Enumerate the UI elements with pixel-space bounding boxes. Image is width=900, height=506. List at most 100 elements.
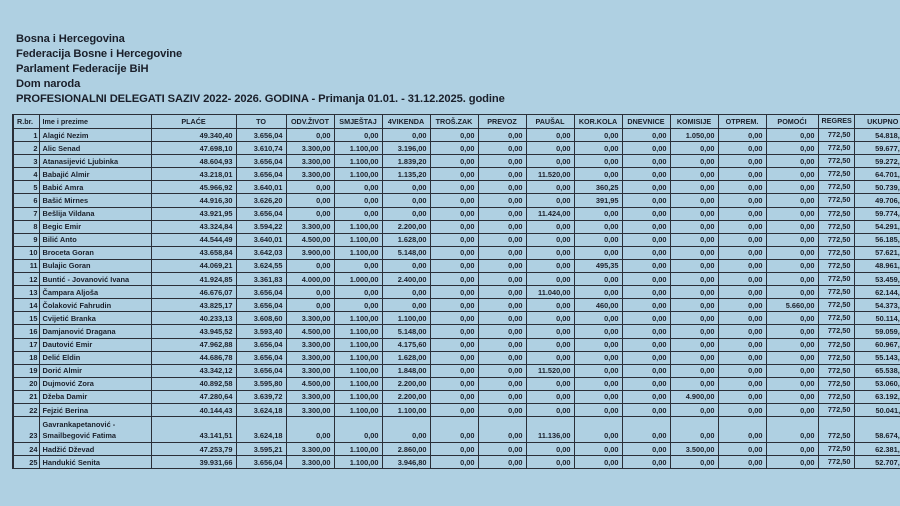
column-header-dnevnice: DNEVNICE xyxy=(621,114,671,129)
column-header-to: TO xyxy=(235,114,287,129)
cell-pomoci: 0,00 xyxy=(765,363,819,378)
cell-tros-zak: 0,00 xyxy=(429,258,479,274)
cell-dnevnice: 0,00 xyxy=(621,324,671,339)
cell-pausal: 0,00 xyxy=(525,219,575,234)
cell-smjestaj: 0,00 xyxy=(333,258,383,274)
cell-place: 41.924,85 xyxy=(150,272,237,287)
cell-place: 43.141,51 xyxy=(150,416,237,444)
cell-4vikenda: 2.860,00 xyxy=(381,442,431,457)
cell-ukupno: 54.373,71 xyxy=(853,298,900,313)
cell-tros-zak: 0,00 xyxy=(429,219,479,234)
cell-regres: 772,50 xyxy=(817,442,855,457)
cell-pomoci: 0,00 xyxy=(765,258,819,274)
cell-tros-zak: 0,00 xyxy=(429,337,479,352)
cell-rbr: 8 xyxy=(12,219,40,234)
cell-otprem: 0,00 xyxy=(717,193,767,208)
cell-place: 45.966,92 xyxy=(150,180,237,195)
cell-regres: 772,50 xyxy=(817,389,855,404)
salary-table-container: R.br. Ime i prezime PLAĆE TO ODV.ŽIVOT SMJEŠT… xyxy=(12,114,900,470)
cell-otprem: 0,00 xyxy=(717,389,767,404)
cell-odv-zivot: 3.900,00 xyxy=(285,245,335,260)
cell-regres: 772,50 xyxy=(817,402,855,418)
cell-name: Bešlija Vildana xyxy=(38,206,152,221)
table-row: 12 Buntić - Jovanović Ivana 41.924,85 3.361… xyxy=(12,272,900,287)
cell-tros-zak: 0,00 xyxy=(429,455,479,470)
cell-pomoci: 0,00 xyxy=(765,154,819,169)
cell-4vikenda: 1.135,20 xyxy=(381,167,431,182)
table-row: 17 Dautović Emir 47.962,88 3.656,04 3.300,00… xyxy=(12,337,900,352)
cell-regres: 772,50 xyxy=(817,193,855,208)
cell-dnevnice: 0,00 xyxy=(621,193,671,208)
cell-4vikenda: 1.100,00 xyxy=(381,402,431,418)
cell-place: 43.945,52 xyxy=(150,324,237,339)
cell-pausal: 0,00 xyxy=(525,232,575,247)
cell-ukupno: 54.291,56 xyxy=(853,219,900,234)
cell-prevoz: 0,00 xyxy=(477,193,527,208)
cell-name: Dautović Emir xyxy=(38,337,152,352)
table-row: 19 Dorić Almir 43.342,12 3.656,04 3.300,00 1.… xyxy=(12,363,900,378)
cell-tros-zak: 0,00 xyxy=(429,193,479,208)
cell-odv-zivot: 0,00 xyxy=(285,258,335,274)
cell-4vikenda: 2.200,00 xyxy=(381,389,431,404)
cell-to: 3.642,03 xyxy=(235,245,287,260)
cell-pomoci: 0,00 xyxy=(765,337,819,352)
cell-4vikenda: 0,00 xyxy=(381,258,431,274)
cell-otprem: 0,00 xyxy=(717,311,767,326)
cell-regres: 772,50 xyxy=(817,258,855,274)
cell-regres: 772,50 xyxy=(817,272,855,287)
cell-pausal: 0,00 xyxy=(525,455,575,470)
cell-prevoz: 0,00 xyxy=(477,167,527,182)
cell-kor-kola: 0,00 xyxy=(573,442,623,457)
cell-pausal: 0,00 xyxy=(525,180,575,195)
cell-prevoz: 0,00 xyxy=(477,272,527,287)
cell-tros-zak: 0,00 xyxy=(429,141,479,156)
cell-name: Hadžić Dževad xyxy=(38,442,152,457)
cell-tros-zak: 0,00 xyxy=(429,402,479,418)
cell-tros-zak: 0,00 xyxy=(429,180,479,195)
cell-4vikenda: 3.946,80 xyxy=(381,455,431,470)
cell-4vikenda: 1.839,20 xyxy=(381,154,431,169)
cell-pomoci: 0,00 xyxy=(765,311,819,326)
table-row: 8 Begic Emir 43.324,84 3.594,22 3.300,00 1.10… xyxy=(12,219,900,234)
cell-odv-zivot: 3.300,00 xyxy=(285,167,335,182)
cell-otprem: 0,00 xyxy=(717,442,767,457)
cell-otprem: 0,00 xyxy=(717,127,767,143)
cell-odv-zivot: 0,00 xyxy=(285,206,335,221)
cell-kor-kola: 0,00 xyxy=(573,324,623,339)
cell-odv-zivot: 3.300,00 xyxy=(285,363,335,378)
cell-smjestaj: 1.100,00 xyxy=(333,402,383,418)
table-row: 14 Čolaković Fahrudin 43.825,17 3.656,04 0,0… xyxy=(12,298,900,313)
cell-to: 3.656,04 xyxy=(235,154,287,169)
table-row: 2 Alic Senad 47.698,10 3.610,74 3.300,00 1.10… xyxy=(12,141,900,156)
cell-pausal: 0,00 xyxy=(525,350,575,365)
cell-smjestaj: 0,00 xyxy=(333,298,383,313)
cell-place: 47.280,64 xyxy=(150,389,237,404)
cell-smjestaj: 0,00 xyxy=(333,193,383,208)
cell-tros-zak: 0,00 xyxy=(429,232,479,247)
cell-to: 3.656,04 xyxy=(235,206,287,221)
cell-pomoci: 0,00 xyxy=(765,141,819,156)
cell-tros-zak: 0,00 xyxy=(429,245,479,260)
cell-komisije: 0,00 xyxy=(669,141,719,156)
cell-prevoz: 0,00 xyxy=(477,258,527,274)
cell-prevoz: 0,00 xyxy=(477,442,527,457)
cell-dnevnice: 0,00 xyxy=(621,442,671,457)
cell-regres: 772,50 xyxy=(817,337,855,352)
cell-rbr: 20 xyxy=(12,376,40,391)
cell-4vikenda: 0,00 xyxy=(381,193,431,208)
column-header-odv-zivot: ODV.ŽIVOT xyxy=(285,114,335,129)
cell-ukupno: 59.774,49 xyxy=(853,206,900,221)
cell-odv-zivot: 3.300,00 xyxy=(285,311,335,326)
cell-ukupno: 60.967,02 xyxy=(853,337,900,352)
cell-prevoz: 0,00 xyxy=(477,350,527,365)
cell-pausal: 11.520,00 xyxy=(525,363,575,378)
cell-place: 46.676,07 xyxy=(150,285,237,300)
cell-place: 44.544,49 xyxy=(150,232,237,247)
cell-ukupno: 57.621,37 xyxy=(853,245,900,260)
cell-place: 43.218,01 xyxy=(150,167,237,182)
header-parliament: Parlament Federacije BiH xyxy=(16,63,149,75)
cell-dnevnice: 0,00 xyxy=(621,258,671,274)
cell-prevoz: 0,00 xyxy=(477,141,527,156)
cell-prevoz: 0,00 xyxy=(477,311,527,326)
cell-komisije: 0,00 xyxy=(669,324,719,339)
